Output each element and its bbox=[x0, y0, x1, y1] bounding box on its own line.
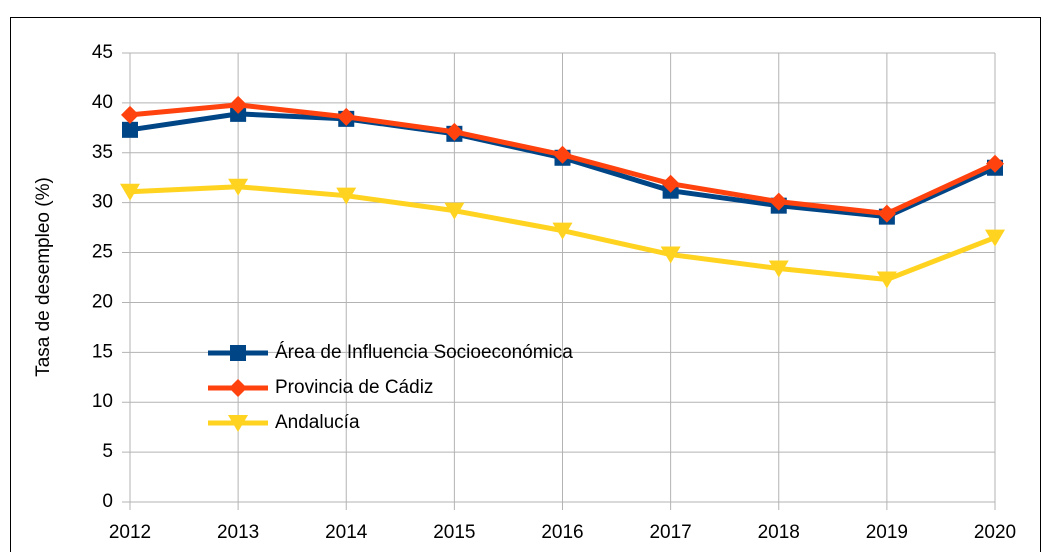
y-tick-label: 5 bbox=[102, 441, 113, 462]
data-point bbox=[553, 145, 572, 164]
x-tick-label: 2016 bbox=[541, 522, 583, 543]
x-tick-label: 2020 bbox=[974, 522, 1016, 543]
data-point bbox=[661, 174, 680, 193]
legend-marker bbox=[229, 379, 247, 397]
data-point bbox=[445, 122, 464, 141]
legend-label: Andalucía bbox=[275, 412, 360, 433]
data-point bbox=[121, 105, 139, 124]
legend-marker bbox=[228, 415, 248, 432]
data-point bbox=[876, 271, 897, 289]
legend-label: Área de Influencia Socioeconómica bbox=[275, 342, 573, 363]
x-tick-label: 2012 bbox=[109, 522, 151, 543]
x-tick-label: 2019 bbox=[866, 522, 908, 543]
data-point bbox=[229, 95, 248, 114]
y-tick-label: 45 bbox=[92, 42, 113, 63]
data-point bbox=[986, 154, 1004, 173]
chart-frame bbox=[10, 17, 1041, 552]
data-point bbox=[337, 107, 356, 126]
data-point bbox=[122, 121, 138, 138]
data-point bbox=[769, 192, 788, 211]
y-tick-label: 30 bbox=[92, 192, 113, 213]
data-point bbox=[768, 260, 789, 278]
y-tick-label: 25 bbox=[92, 242, 113, 263]
data-point bbox=[877, 204, 896, 223]
x-tick-label: 2018 bbox=[758, 522, 800, 543]
x-tick-label: 2017 bbox=[649, 522, 691, 543]
data-point bbox=[552, 222, 573, 240]
data-point bbox=[660, 246, 681, 264]
legend-marker bbox=[230, 345, 246, 361]
y-tick-label: 15 bbox=[92, 341, 113, 362]
x-tick-label: 2013 bbox=[217, 522, 259, 543]
data-point bbox=[444, 202, 465, 220]
x-tick-label: 2015 bbox=[433, 522, 475, 543]
y-tick-label: 40 bbox=[92, 92, 113, 113]
y-tick-label: 0 bbox=[102, 491, 113, 512]
data-point bbox=[336, 187, 357, 205]
data-point bbox=[228, 178, 249, 196]
legend-label: Provincia de Cádiz bbox=[275, 377, 433, 398]
y-axis-label: Tasa de desempleo (%) bbox=[33, 177, 54, 377]
y-tick-label: 35 bbox=[92, 142, 113, 163]
data-point bbox=[985, 229, 1005, 247]
y-tick-label: 10 bbox=[92, 391, 113, 412]
data-point bbox=[120, 183, 140, 201]
y-tick-label: 20 bbox=[92, 291, 113, 312]
x-tick-label: 2014 bbox=[325, 522, 368, 543]
